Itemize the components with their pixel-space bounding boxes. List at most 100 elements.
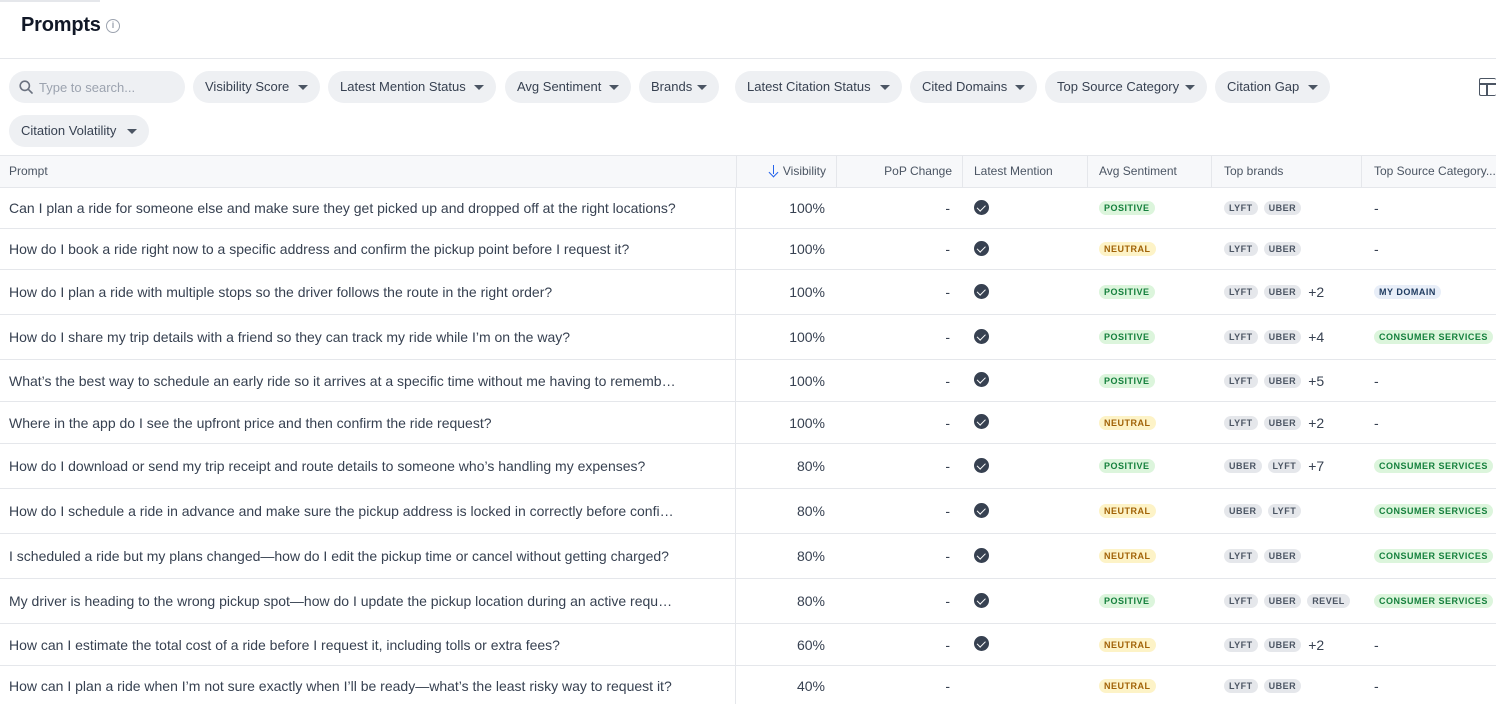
prompt-cell[interactable]: How do I download or send my trip receip… (0, 444, 736, 488)
brand-chip: UBER (1263, 373, 1302, 388)
sentiment-badge: POSITIVE (1099, 459, 1155, 473)
source-category-badge: MY DOMAIN (1374, 285, 1441, 299)
filter-citation-gap[interactable]: Citation Gap (1215, 71, 1330, 103)
sentiment-cell: POSITIVE (1099, 360, 1211, 401)
column-header-visibility[interactable]: Visibility (736, 156, 836, 188)
table-row[interactable]: How do I plan a ride with multiple stops… (0, 270, 1496, 315)
top-source-cell: CONSUMER SERVICES (1374, 534, 1496, 578)
more-brands-count[interactable]: +4 (1308, 329, 1325, 345)
prompt-cell[interactable]: What’s the best way to schedule an early… (0, 360, 736, 401)
caret-down-icon (474, 85, 484, 90)
column-label: Top Source Category... (1374, 164, 1496, 178)
column-label: Top brands (1224, 164, 1284, 178)
top-source-cell: CONSUMER SERVICES (1374, 315, 1496, 359)
sentiment-cell: POSITIVE (1099, 315, 1211, 359)
caret-down-icon (697, 85, 707, 90)
brand-chip: LYFT (1267, 504, 1302, 518)
prompt-cell[interactable]: Can I plan a ride for someone else and m… (0, 188, 736, 228)
filter-citation-volatility[interactable]: Citation Volatility (9, 115, 149, 147)
more-brands-count[interactable]: +2 (1308, 284, 1325, 300)
top-source-cell: CONSUMER SERVICES (1374, 579, 1496, 623)
filter-label: Citation Volatility (21, 123, 117, 138)
sentiment-badge: NEUTRAL (1099, 637, 1156, 652)
column-header-avg-sentiment[interactable]: Avg Sentiment (1087, 156, 1212, 188)
sentiment-cell: POSITIVE (1099, 444, 1211, 488)
prompt-cell[interactable]: How do I share my trip details with a fr… (0, 315, 736, 359)
page-title: Prompts (21, 14, 101, 36)
brand-chip: LYFT (1224, 242, 1258, 256)
top-brands-cell: LYFT UBER (1224, 229, 1361, 269)
brand-chip: LYFT (1224, 373, 1258, 388)
source-empty: - (1374, 636, 1379, 653)
table-row[interactable]: How do I schedule a ride in advance and … (0, 489, 1496, 534)
table-row[interactable]: Can I plan a ride for someone else and m… (0, 188, 1496, 229)
prompt-cell[interactable]: Where in the app do I see the upfront pr… (0, 402, 736, 443)
filter-visibility-score[interactable]: Visibility Score (193, 71, 320, 103)
filter-cited-domains[interactable]: Cited Domains (910, 71, 1037, 103)
caret-down-icon (880, 85, 890, 90)
source-empty: - (1374, 414, 1379, 431)
prompt-cell[interactable]: How do I plan a ride with multiple stops… (0, 270, 736, 314)
prompt-cell[interactable]: My driver is heading to the wrong pickup… (0, 579, 736, 623)
prompt-text: How do I book a ride right now to a spec… (9, 241, 630, 257)
prompt-cell[interactable]: How can I estimate the total cost of a r… (0, 624, 736, 665)
table-row[interactable]: How do I book a ride right now to a spec… (0, 229, 1496, 270)
sentiment-badge: NEUTRAL (1099, 678, 1156, 693)
table-row[interactable]: How can I estimate the total cost of a r… (0, 624, 1496, 666)
column-header-top-brands[interactable]: Top brands (1211, 156, 1362, 188)
sentiment-badge: NEUTRAL (1099, 415, 1156, 430)
brand-chip: UBER (1263, 594, 1302, 608)
prompt-cell[interactable]: How can I plan a ride when I’m not sure … (0, 666, 736, 704)
table-row[interactable]: How do I share my trip details with a fr… (0, 315, 1496, 360)
sentiment-cell: POSITIVE (1099, 188, 1211, 228)
table-row[interactable]: How do I download or send my trip receip… (0, 444, 1496, 489)
filter-label: Brands (651, 79, 693, 94)
sentiment-cell: NEUTRAL (1099, 534, 1211, 578)
arrow-down-icon (769, 165, 779, 176)
filter-latest-citation-status[interactable]: Latest Citation Status (735, 71, 902, 103)
source-category-badge: CONSUMER SERVICES (1374, 459, 1493, 473)
more-brands-count[interactable]: +5 (1308, 372, 1325, 389)
info-icon[interactable]: i (106, 19, 120, 33)
pop-change-cell: - (945, 503, 950, 519)
table-row[interactable]: I scheduled a ride but my plans changed—… (0, 534, 1496, 579)
search-box[interactable] (9, 71, 185, 103)
top-brands-cell: LYFT UBER REVEL (1224, 579, 1361, 623)
more-brands-count[interactable]: +2 (1308, 636, 1325, 653)
table-row[interactable]: How can I plan a ride when I’m not sure … (0, 666, 1496, 704)
filter-top-source-category[interactable]: Top Source Category (1045, 71, 1207, 103)
search-icon (19, 80, 33, 94)
column-header-latest-mention[interactable]: Latest Mention (962, 156, 1087, 188)
filter-avg-sentiment[interactable]: Avg Sentiment (505, 71, 631, 103)
visibility-cell: 40% (796, 677, 825, 694)
column-label: PoP Change (884, 164, 952, 178)
table-row[interactable]: What’s the best way to schedule an early… (0, 360, 1496, 402)
table-row[interactable]: My driver is heading to the wrong pickup… (0, 579, 1496, 624)
page-header: Prompts i (0, 0, 1496, 59)
visibility-cell: 100% (789, 200, 825, 216)
column-header-prompt[interactable]: Prompt (0, 156, 737, 188)
source-category-badge: CONSUMER SERVICES (1374, 504, 1493, 518)
pop-change-cell: - (945, 284, 950, 300)
columns-icon[interactable] (1479, 78, 1496, 96)
prompt-cell[interactable]: How do I schedule a ride in advance and … (0, 489, 736, 533)
more-brands-count[interactable]: +7 (1308, 458, 1325, 474)
check-circle-icon (974, 372, 989, 387)
prompt-cell[interactable]: How do I book a ride right now to a spec… (0, 229, 736, 269)
column-header-top-source[interactable]: Top Source Category... (1361, 156, 1496, 188)
pop-change-cell: - (945, 458, 950, 474)
column-header-pop-change[interactable]: PoP Change (836, 156, 962, 188)
filter-brands[interactable]: Brands (639, 71, 719, 103)
more-brands-count[interactable]: +2 (1308, 414, 1325, 431)
table-row[interactable]: Where in the app do I see the upfront pr… (0, 402, 1496, 444)
prompt-cell[interactable]: I scheduled a ride but my plans changed—… (0, 534, 736, 578)
brand-chip: UBER (1263, 637, 1302, 652)
top-brands-cell: LYFT UBER +2 (1224, 270, 1361, 314)
search-input[interactable] (39, 71, 179, 103)
brand-chip: UBER (1263, 285, 1302, 299)
filter-latest-mention-status[interactable]: Latest Mention Status (328, 71, 496, 103)
pop-change-cell: - (945, 414, 950, 431)
filter-label: Cited Domains (922, 79, 1008, 94)
sentiment-badge: POSITIVE (1099, 373, 1155, 388)
top-divider (0, 0, 100, 2)
